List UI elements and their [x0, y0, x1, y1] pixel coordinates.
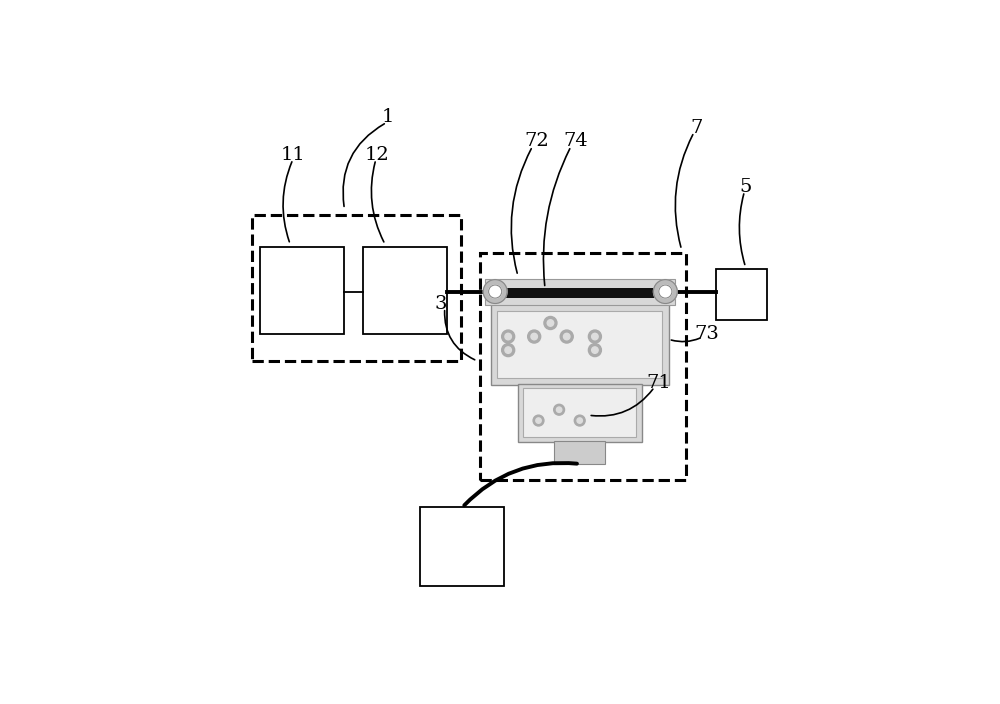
- Text: 12: 12: [365, 146, 389, 164]
- Bar: [260, 247, 344, 334]
- Circle shape: [536, 418, 541, 423]
- Circle shape: [588, 344, 601, 357]
- Circle shape: [577, 418, 582, 423]
- Text: 74: 74: [564, 132, 588, 151]
- Circle shape: [592, 333, 598, 340]
- Circle shape: [653, 279, 677, 303]
- Circle shape: [556, 407, 562, 413]
- Bar: [480, 253, 686, 480]
- Circle shape: [547, 320, 554, 326]
- Circle shape: [574, 415, 585, 426]
- Text: 5: 5: [739, 179, 752, 196]
- Circle shape: [483, 279, 507, 303]
- Circle shape: [531, 333, 537, 340]
- Bar: [716, 269, 767, 320]
- Circle shape: [554, 404, 565, 415]
- Text: 72: 72: [525, 132, 549, 151]
- Bar: [485, 289, 675, 298]
- Circle shape: [489, 285, 502, 298]
- Text: 3: 3: [435, 295, 447, 313]
- Bar: [363, 247, 447, 334]
- Circle shape: [502, 330, 515, 343]
- Circle shape: [505, 347, 511, 353]
- Circle shape: [505, 333, 511, 340]
- Circle shape: [544, 317, 557, 329]
- Text: 73: 73: [694, 325, 719, 343]
- Text: 1: 1: [382, 108, 394, 126]
- Bar: [485, 279, 675, 305]
- Text: 71: 71: [646, 374, 671, 391]
- Bar: [420, 508, 504, 586]
- Bar: [554, 441, 605, 464]
- Text: 7: 7: [691, 119, 703, 137]
- Circle shape: [560, 330, 573, 343]
- Circle shape: [528, 330, 541, 343]
- Bar: [523, 388, 636, 436]
- Circle shape: [592, 347, 598, 353]
- Bar: [497, 310, 662, 378]
- Circle shape: [502, 344, 515, 357]
- Text: 11: 11: [281, 146, 305, 164]
- Bar: [252, 215, 461, 361]
- Bar: [491, 304, 669, 385]
- Circle shape: [659, 285, 672, 298]
- Circle shape: [533, 415, 544, 426]
- Circle shape: [563, 333, 570, 340]
- Circle shape: [588, 330, 601, 343]
- Bar: [518, 384, 642, 442]
